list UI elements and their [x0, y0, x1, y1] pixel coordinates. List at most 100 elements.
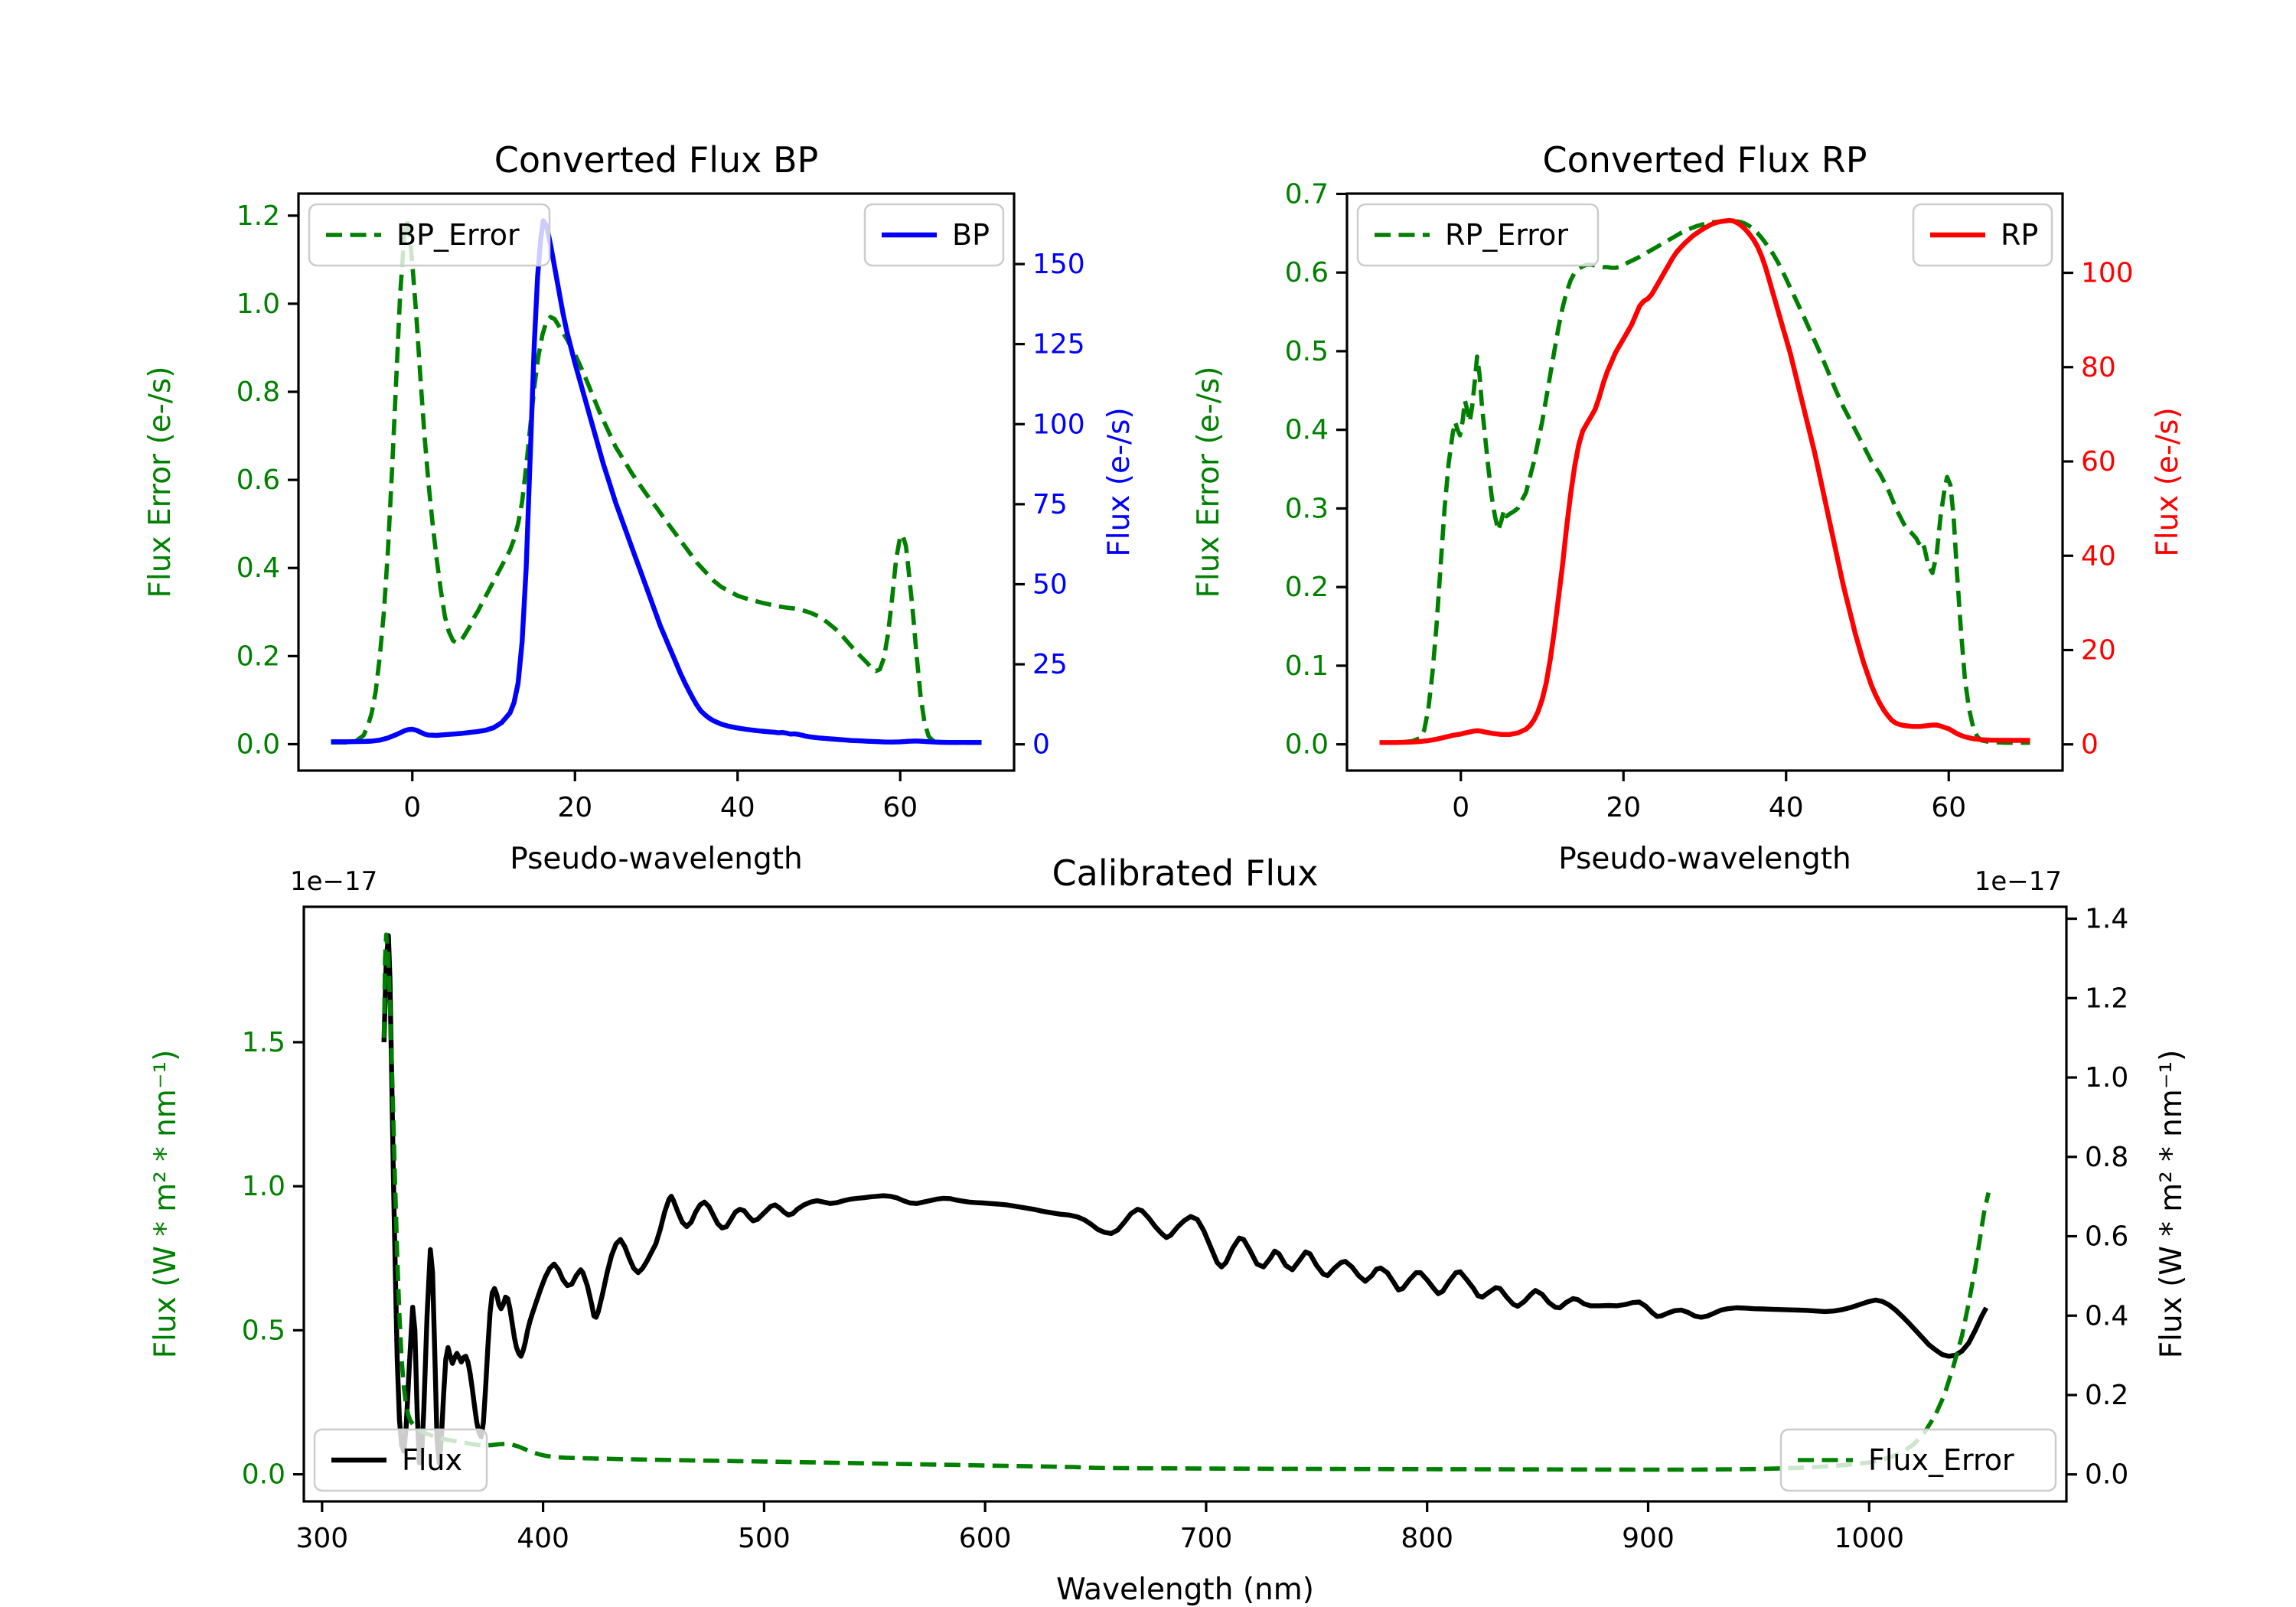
x-axis-label: Wavelength (nm) — [1056, 1573, 1314, 1607]
x-tick-label: 60 — [882, 792, 918, 823]
x-tick-label: 40 — [1769, 792, 1804, 823]
y-tick-label: 0.0 — [236, 729, 280, 760]
legend-label: BP_Error — [396, 218, 520, 252]
legend-flux_error: Flux_Error — [1779, 1428, 2057, 1492]
y-tick-label: 0.4 — [236, 553, 280, 584]
y-axis-label-left: Flux (W * m² * nm⁻¹) — [148, 1050, 183, 1359]
y-tick-label: 125 — [1032, 329, 1085, 360]
x-tick-label: 900 — [1622, 1523, 1675, 1554]
chart-title: Calibrated Flux — [1052, 852, 1319, 894]
legend-box — [1779, 1428, 2057, 1492]
legend-rp: RP — [1912, 203, 2053, 267]
y-tick-label: 1.0 — [2085, 1062, 2128, 1094]
legend-flux: Flux — [313, 1428, 488, 1492]
x-tick-label: 40 — [720, 792, 755, 823]
y-tick-label: 1.2 — [236, 200, 280, 232]
y-tick-label: 60 — [2081, 446, 2116, 478]
calibrated-flux-frame — [302, 905, 2068, 1503]
y-tick-label: 0.6 — [2085, 1221, 2128, 1253]
legend-box — [1356, 203, 1600, 267]
x-tick-label: 600 — [959, 1523, 1012, 1554]
y-tick-label: 0.3 — [1285, 493, 1329, 524]
y-axis-label-right: Flux (e-/s) — [2151, 407, 2185, 556]
y-tick-label: 0 — [1032, 729, 1050, 761]
x-tick-label: 300 — [295, 1523, 348, 1554]
y-tick-label: 150 — [1032, 249, 1085, 280]
x-tick-label: 500 — [738, 1523, 791, 1554]
y-tick-label: 0.5 — [1285, 336, 1329, 367]
calibrated-flux-series — [381, 932, 1991, 1472]
y-tick-label: 75 — [1032, 489, 1068, 520]
x-tick-label: 0 — [403, 792, 421, 823]
chart-converted-flux-bp: 0 20 40 60 Pseudo-wavelength 0.0 0.2 0.4 0.6 0.8 1… — [143, 139, 1137, 876]
converted-flux-bp-x-axis: 0 20 40 60 Pseudo-wavelength — [403, 771, 918, 876]
y-tick-label: 1.0 — [236, 288, 280, 320]
x-axis-label: Pseudo-wavelength — [510, 842, 802, 876]
y-tick-label: 0.8 — [236, 376, 280, 408]
converted-flux-bp-left-axis: 0.0 0.2 0.4 0.6 0.8 1.0 1.2 Flux Error (e-/s) — [143, 200, 298, 760]
x-axis-label: Pseudo-wavelength — [1558, 842, 1851, 876]
legend-label: RP — [2001, 218, 2038, 252]
legend-rp_error: RP_Error — [1356, 203, 1600, 267]
converted-flux-rp-right-axis: 0 20 40 60 80 100 Flux (e-/s) — [2063, 258, 2185, 761]
y-tick-label: 0.1 — [1285, 650, 1329, 682]
x-tick-label: 0 — [1452, 792, 1469, 823]
y-tick-label: 100 — [2081, 258, 2134, 289]
x-tick-label: 20 — [557, 792, 592, 823]
legend-bp: BP — [863, 203, 1005, 267]
series-bp-line — [331, 218, 982, 745]
x-tick-label: 60 — [1931, 792, 1966, 823]
y-tick-label: 25 — [1032, 649, 1068, 680]
y-axis-label-right: Flux (W * m² * nm⁻¹) — [2154, 1050, 2189, 1359]
x-tick-label: 700 — [1180, 1523, 1233, 1554]
series-flux-line — [381, 933, 1989, 1465]
x-tick-label: 20 — [1606, 792, 1641, 823]
y-tick-label: 0.6 — [1285, 257, 1329, 288]
y-tick-label: 0.4 — [2085, 1300, 2128, 1332]
x-tick-label: 1000 — [1834, 1523, 1904, 1554]
x-tick-label: 800 — [1401, 1523, 1453, 1554]
y-axis-label-left: Flux Error (e-/s) — [1192, 367, 1226, 598]
calibrated-flux-right-axis: 0.0 0.2 0.4 0.6 0.8 1.0 1.2 1.4 Flux (W * m² * n… — [1975, 866, 2189, 1491]
chart-title: Converted Flux RP — [1543, 139, 1867, 181]
converted-flux-rp-series — [1379, 217, 2030, 745]
series-bp_error-line — [331, 217, 982, 745]
calibrated-flux-x-axis: 300 400 500 600 700 800 900 1000 Wavelength (nm) — [295, 1501, 1904, 1607]
y-tick-label: 0 — [2081, 729, 2099, 761]
y-tick-label: 0.0 — [242, 1459, 285, 1491]
y-tick-label: 1.4 — [2085, 904, 2128, 935]
y-tick-label: 0.0 — [1285, 729, 1329, 761]
y-tick-label: 80 — [2081, 352, 2116, 383]
legend-bp_error: BP_Error — [308, 203, 551, 267]
y-tick-label: 40 — [2081, 540, 2116, 572]
chart-calibrated-flux: 300 400 500 600 700 800 900 1000 Wavelength (nm)… — [148, 852, 2189, 1607]
legend-box — [308, 203, 551, 267]
y-axis-offset-left: 1e−17 — [290, 866, 377, 897]
y-tick-label: 0.8 — [2085, 1142, 2128, 1173]
converted-flux-rp-x-axis: 0 20 40 60 Pseudo-wavelength — [1452, 771, 1966, 876]
series-rp-line — [1379, 217, 2030, 745]
y-tick-label: 1.5 — [242, 1027, 285, 1058]
y-tick-label: 0.6 — [236, 464, 280, 496]
y-tick-label: 0.2 — [236, 641, 280, 672]
y-tick-label: 100 — [1032, 409, 1085, 440]
y-tick-label: 0.2 — [2085, 1380, 2128, 1411]
converted-flux-bp-right-axis: 0 25 50 75 100 125 150 Flux (e-/s) — [1014, 249, 1137, 761]
y-tick-label: 0.0 — [2085, 1459, 2128, 1491]
calibrated-flux-left-axis: 0.0 0.5 1.0 1.5 Flux (W * m² * nm⁻¹) 1e−17 — [148, 866, 377, 1491]
legend-label: Flux — [402, 1443, 462, 1477]
y-axis-label-left: Flux Error (e-/s) — [143, 367, 178, 598]
series-rp_error-line — [1379, 218, 2030, 745]
series-flux_error-line — [381, 932, 1991, 1472]
legend-box — [313, 1428, 488, 1492]
legend-label: BP — [952, 218, 990, 252]
converted-flux-bp-frame — [297, 192, 1016, 772]
y-tick-label: 20 — [2081, 634, 2116, 666]
y-tick-label: 1.0 — [242, 1171, 285, 1202]
y-tick-label: 0.2 — [1285, 572, 1329, 603]
x-tick-label: 400 — [517, 1523, 569, 1554]
legend-label: RP_Error — [1445, 218, 1568, 252]
legend-label: Flux_Error — [1868, 1443, 2014, 1477]
